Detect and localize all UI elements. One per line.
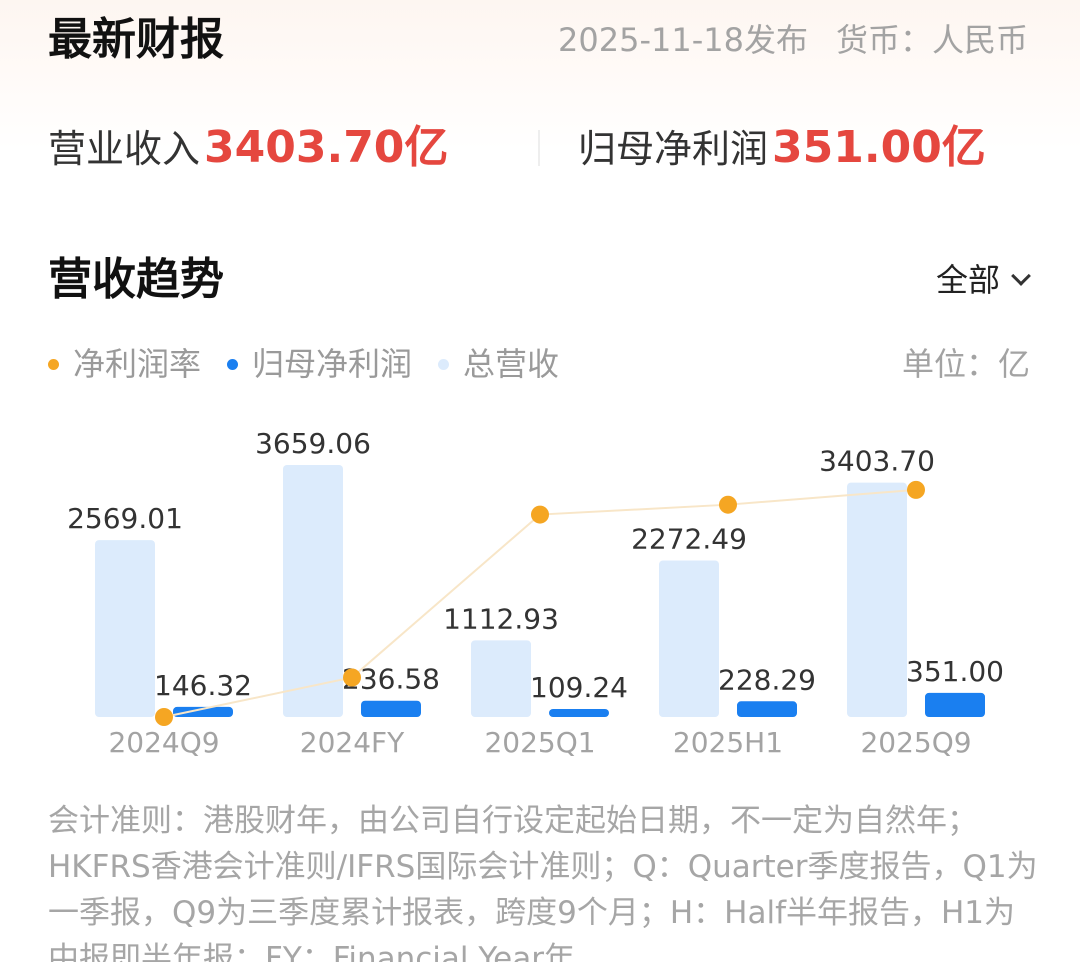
legend-dot-revenue-icon xyxy=(438,358,450,370)
net-profit-value-label: 228.29 xyxy=(718,663,816,696)
x-tick-label: 2024FY xyxy=(300,726,405,759)
legend-dot-margin-icon xyxy=(48,358,59,370)
net-profit-bar xyxy=(361,700,421,717)
x-tick-label: 2025H1 xyxy=(673,726,783,759)
net-profit-value-label: 109.24 xyxy=(530,671,628,704)
legend-label-net-profit: 归母净利润 xyxy=(252,345,413,383)
revenue-bar xyxy=(847,482,907,717)
legend-item-net-profit[interactable]: 归母净利润 xyxy=(227,340,412,388)
period-filter-label: 全部 xyxy=(935,261,1000,299)
revenue-value-label: 3659.06 xyxy=(255,427,371,460)
release-date: 2025-11-18发布 xyxy=(558,21,808,59)
chart-legend: 净利润率 归母净利润 总营收 xyxy=(48,340,585,388)
net-profit-bar xyxy=(737,701,797,717)
net-profit-bar xyxy=(549,709,609,717)
chevron-down-icon xyxy=(1011,266,1031,286)
net-profit-bar xyxy=(173,706,233,717)
revenue-value-label: 3403.70 xyxy=(819,445,935,478)
revenue-value-label: 2272.49 xyxy=(631,522,747,555)
legend-label-revenue: 总营收 xyxy=(463,345,560,383)
legend-item-revenue[interactable]: 总营收 xyxy=(438,340,559,388)
unit-label: 单位：亿 xyxy=(901,345,1030,383)
net-profit-bar xyxy=(925,692,985,717)
net-margin-point xyxy=(343,668,361,687)
net-margin-point xyxy=(719,495,737,514)
x-tick-label: 2025Q1 xyxy=(484,726,595,759)
currency-label: 货币：人民币 xyxy=(835,21,1028,59)
revenue-bar xyxy=(471,640,531,717)
profit-label: 归母净利润 xyxy=(578,127,769,171)
net-margin-point xyxy=(155,708,173,726)
revenue-value-label: 1112.93 xyxy=(443,602,559,635)
revenue-bar xyxy=(659,560,719,717)
revenue-label: 营业收入 xyxy=(48,127,201,171)
revenue-bar xyxy=(283,465,343,717)
revenue-bar xyxy=(95,540,155,717)
x-tick-label: 2024Q9 xyxy=(108,726,219,759)
profit-value: 351.00亿 xyxy=(772,122,986,173)
report-meta: 2025-11-18发布 货币：人民币 xyxy=(558,16,1028,64)
revenue-value-label: 2569.01 xyxy=(67,502,183,535)
metric-divider xyxy=(538,130,540,166)
profit-metric: 归母净利润351.00亿 xyxy=(578,118,986,179)
legend-label-margin: 净利润率 xyxy=(73,345,202,383)
latest-report-title: 最新财报 xyxy=(48,14,224,65)
trend-title: 营收趋势 xyxy=(48,254,224,305)
accounting-footnote: 会计准则：港股财年，由公司自行设定起始日期，不一定为自然年；HKFRS香港会计准… xyxy=(48,803,1038,962)
legend-dot-net-profit-icon xyxy=(227,358,239,370)
net-margin-point xyxy=(531,505,549,524)
period-filter-dropdown[interactable]: 全部 xyxy=(935,256,1031,304)
x-tick-label: 2025Q9 xyxy=(860,726,971,759)
net-profit-value-label: 351.00 xyxy=(906,655,1004,688)
revenue-trend-chart: 2569.01146.322024Q93659.06236.582024FY11… xyxy=(67,427,1004,759)
legend-item-margin[interactable]: 净利润率 xyxy=(48,340,201,388)
revenue-value: 3403.70亿 xyxy=(204,122,449,173)
revenue-metric: 营业收入3403.70亿 xyxy=(48,118,448,179)
net-margin-point xyxy=(907,480,925,499)
net-profit-value-label: 146.32 xyxy=(154,669,252,702)
